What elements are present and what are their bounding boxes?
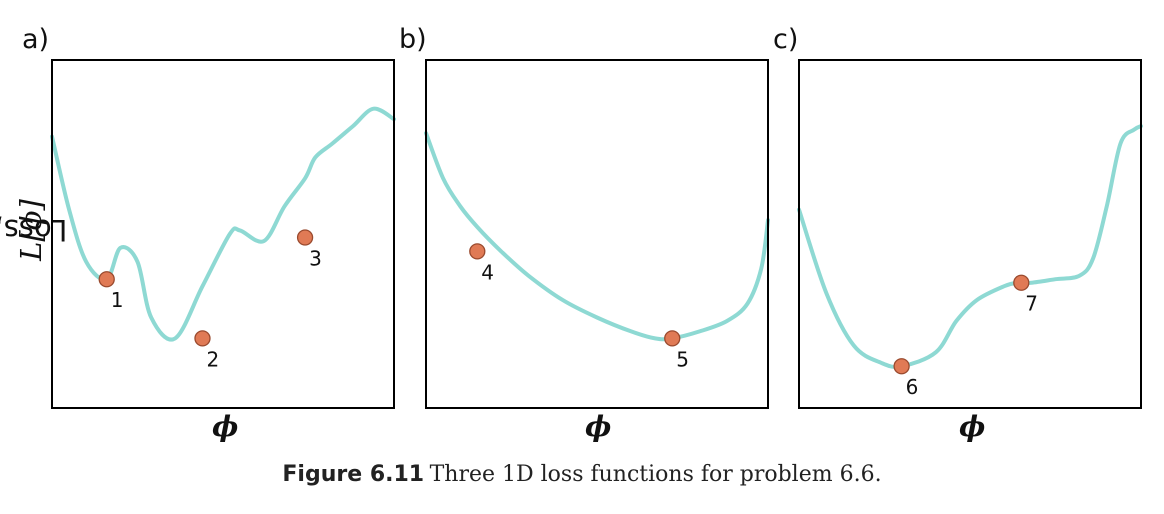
figure-caption-text: Three 1D loss functions for problem 6.6. — [429, 462, 882, 487]
point-label-3: 3 — [309, 246, 322, 270]
point-marker-2 — [194, 330, 211, 347]
point-marker-6 — [893, 358, 910, 375]
loss-curve-a — [50, 106, 396, 342]
point-marker-4 — [469, 243, 486, 260]
panel-label-a: a) — [22, 24, 50, 55]
plot-frame-b — [425, 59, 769, 409]
point-marker-5 — [664, 330, 681, 347]
point-label-6: 6 — [906, 375, 919, 399]
figure-plots: 1 2 3 4 5 6 7 — [50, 59, 1143, 409]
plot-frame-a — [51, 59, 395, 409]
point-marker-3 — [296, 229, 314, 246]
point-label-4: 4 — [481, 260, 494, 284]
x-axis-label-c: ϕ — [959, 410, 986, 443]
point-label-1: 1 — [111, 288, 124, 312]
plot-frame-c — [798, 59, 1142, 409]
figure-caption: Figure 6.11 Three 1D loss functions for … — [0, 461, 1164, 487]
panel-label-c: c) — [773, 24, 799, 55]
point-label-2: 2 — [206, 347, 219, 371]
point-label-5: 5 — [676, 347, 689, 371]
panel-label-b: b) — [399, 24, 427, 55]
point-marker-7 — [1013, 274, 1030, 291]
x-axis-label-b: ϕ — [585, 410, 612, 443]
point-label-7: 7 — [1025, 292, 1038, 316]
loss-curve-b — [424, 131, 770, 342]
loss-curve-c — [797, 124, 1143, 369]
figure-number: Figure 6.11 — [282, 462, 425, 487]
point-marker-1 — [98, 271, 115, 288]
x-axis-label-a: ϕ — [212, 410, 239, 443]
